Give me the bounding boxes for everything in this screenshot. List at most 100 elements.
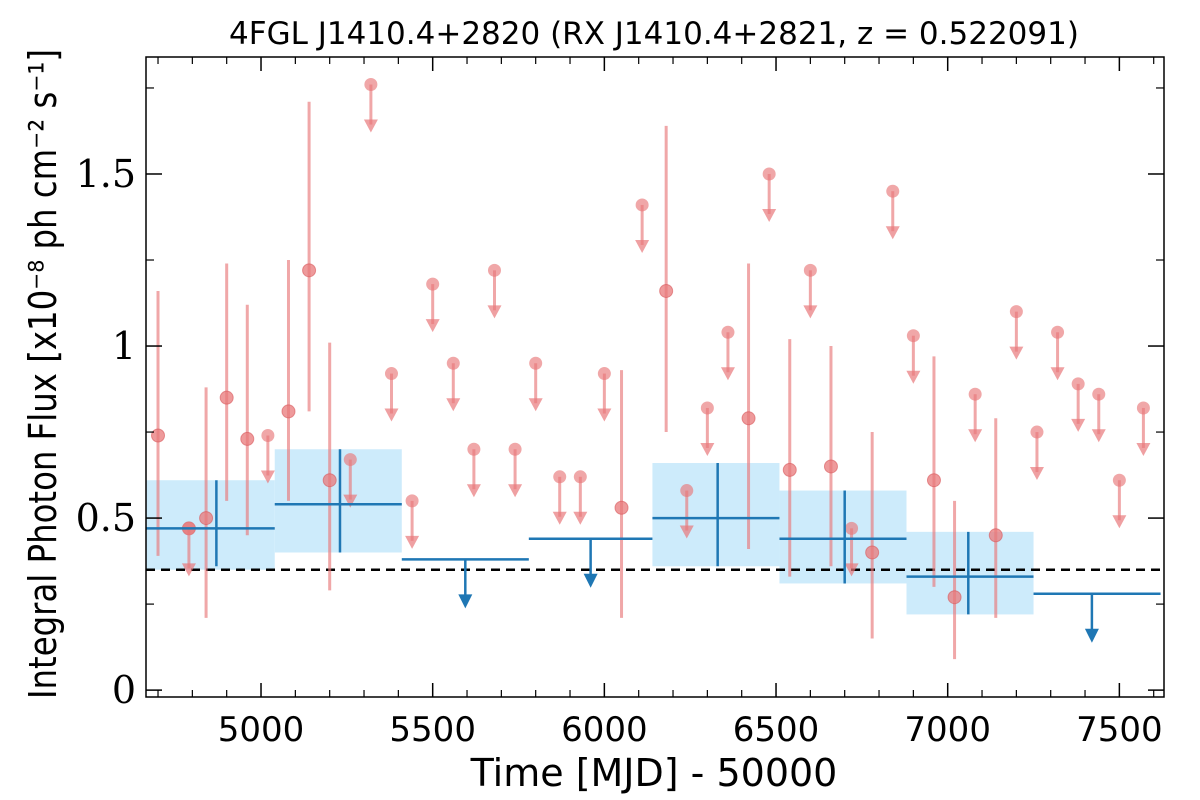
upper-limit-marker — [426, 277, 440, 291]
upper-limit-marker — [700, 401, 714, 415]
short-bin-marker — [823, 459, 838, 474]
short-bin-marker — [240, 431, 255, 446]
short-bin-upper-limit — [1071, 377, 1086, 432]
short-bin-marker — [659, 283, 674, 298]
short-bin-point — [302, 101, 317, 412]
axes: 5000 5500 6000 6500 7000 7500 0 0.5 1 1.5 — [76, 56, 1165, 750]
long-bin-point — [274, 449, 402, 553]
y-tick-label: 0 — [112, 668, 136, 712]
upper-limit-marker — [343, 453, 357, 467]
long-bin-band — [906, 531, 1034, 615]
upper-limit-arrow — [762, 208, 777, 222]
upper-limit-marker — [364, 78, 378, 92]
y-axis-label: Integral Photon Flux [x10⁻⁸ ph cm⁻² s⁻¹] — [21, 49, 65, 699]
upper-limit-marker — [529, 356, 543, 370]
upper-limit-marker — [1030, 425, 1044, 439]
upper-limit-marker — [384, 367, 398, 381]
upper-limit-arrow — [844, 563, 859, 577]
short-bin-marker — [865, 545, 880, 560]
long-bin-band — [146, 480, 275, 570]
short-bin-point — [151, 290, 166, 556]
long-bin-upper-limit — [528, 537, 653, 588]
short-bin-upper-limit — [343, 453, 358, 508]
short-bin-point — [322, 342, 337, 591]
short-bin-upper-limit — [906, 329, 921, 384]
short-bin-upper-limit — [844, 521, 859, 577]
upper-limit-marker — [886, 184, 900, 198]
upper-limit-marker — [261, 428, 275, 442]
upper-limit-arrow — [552, 511, 567, 525]
long-bin-point — [906, 531, 1034, 615]
upper-limit-arrow — [343, 494, 358, 508]
chart-title: 4FGL J1410.4+2820 (RX J1410.4+2821, z = … — [229, 16, 1079, 52]
short-bin-point — [741, 263, 756, 550]
upper-limit-arrow — [906, 370, 921, 384]
short-bin-upper-limit — [803, 263, 818, 319]
short-bin-upper-limit — [720, 325, 735, 381]
upper-limit-marker — [487, 263, 501, 277]
upper-limit-arrow — [425, 319, 440, 333]
short-bin-upper-limit — [487, 263, 502, 319]
x-tick-label: 5000 — [218, 710, 305, 750]
short-bin-series — [151, 78, 1151, 660]
upper-limit-marker — [635, 198, 649, 212]
upper-limit-arrow — [635, 239, 650, 253]
upper-limit-arrow — [260, 470, 275, 484]
short-bin-marker — [741, 411, 756, 426]
upper-limit-arrow — [487, 305, 502, 319]
y-tick-label: 1 — [112, 324, 136, 368]
upper-limit-arrow — [1050, 367, 1065, 381]
short-bin-upper-limit — [446, 356, 461, 412]
upper-limit-marker — [508, 442, 522, 456]
long-bin-point — [779, 490, 907, 584]
long-bin-upper-limit — [1033, 592, 1161, 643]
short-bin-marker — [322, 473, 337, 488]
short-bin-marker — [782, 462, 797, 477]
upper-limit-arrow — [597, 408, 612, 422]
x-tick-label: 5500 — [389, 710, 476, 750]
upper-limit-arrow — [968, 429, 983, 443]
short-bin-upper-limit — [1091, 387, 1106, 443]
short-bin-upper-limit — [1050, 325, 1065, 381]
long-bin-band — [274, 449, 402, 553]
x-tick-label: 7500 — [1076, 710, 1163, 750]
long-bin-point — [146, 480, 275, 567]
upper-limit-arrow — [363, 119, 378, 133]
upper-limit-arrow — [1136, 442, 1151, 456]
upper-limit-arrow — [181, 563, 196, 577]
short-bin-upper-limit — [700, 401, 715, 456]
short-bin-marker — [199, 511, 214, 526]
long-bin-band — [652, 463, 780, 567]
upper-limit-arrow — [885, 226, 900, 240]
upper-limit-arrow — [446, 398, 461, 412]
long-bin-upper-limit — [401, 558, 529, 609]
x-tick-label: 6000 — [561, 710, 648, 750]
upper-limit-arrow — [679, 525, 694, 539]
upper-limit-marker — [405, 494, 419, 508]
upper-limit-marker — [762, 167, 776, 181]
upper-limit-arrow — [1071, 418, 1086, 432]
short-bin-upper-limit — [425, 277, 440, 333]
upper-limit-arrow — [1091, 429, 1106, 443]
upper-limit-arrow — [700, 442, 715, 456]
short-bin-marker — [614, 500, 629, 515]
short-bin-marker — [302, 263, 317, 278]
upper-limit-arrow — [528, 398, 543, 412]
short-bin-upper-limit — [762, 167, 777, 222]
upper-limit-marker — [968, 387, 982, 401]
short-bin-point — [988, 418, 1003, 618]
upper-limit-arrow — [583, 573, 598, 588]
upper-limit-arrow — [458, 594, 473, 609]
upper-limit-arrow — [405, 535, 420, 549]
upper-limit-marker — [803, 263, 817, 277]
short-bin-upper-limit — [363, 78, 378, 133]
short-bin-marker — [926, 473, 941, 488]
short-bin-point — [865, 432, 880, 639]
short-bin-marker — [281, 404, 296, 419]
upper-limit-marker — [446, 356, 460, 370]
short-bin-point — [614, 370, 629, 618]
short-bin-point — [947, 500, 962, 660]
upper-limit-marker — [1051, 325, 1065, 339]
short-bin-point — [926, 356, 941, 587]
